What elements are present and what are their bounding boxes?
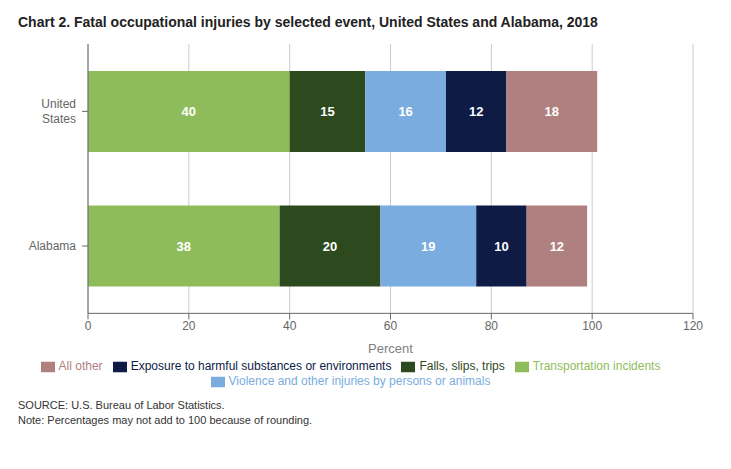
html-text:All other: All other	[58, 359, 103, 374]
svg-text:12: 12	[469, 104, 483, 119]
svg-text:80: 80	[485, 319, 499, 333]
html-text:SOURCE: U.S. Bureau of Labor S: SOURCE: U.S. Bureau of Labor Statistics.	[18, 399, 225, 411]
svg-text:Percent: Percent	[368, 341, 413, 356]
svg-text:12: 12	[550, 239, 564, 254]
svg-text:10: 10	[494, 239, 508, 254]
svg-text:120: 120	[683, 319, 703, 333]
svg-text:38: 38	[177, 239, 191, 254]
svg-text:40: 40	[182, 104, 196, 119]
html-text:Falls, slips, trips: Falls, slips, trips	[419, 359, 505, 374]
svg-text:Alabama: Alabama	[29, 239, 77, 253]
html-text:Violence and other injuries by: Violence and other injuries by persons o…	[228, 374, 491, 389]
svg-text:16: 16	[398, 104, 412, 119]
svg-text:18: 18	[545, 104, 559, 119]
html-text:Chart 2. Fatal occupational in: Chart 2. Fatal occupational injuries by …	[18, 14, 598, 30]
svg-text:20: 20	[323, 239, 337, 254]
html-text:Note: Percentages may not add: Note: Percentages may not add to 100 bec…	[18, 414, 313, 426]
svg-text:20: 20	[182, 319, 196, 333]
svg-text:60: 60	[384, 319, 398, 333]
svg-text:UnitedStates: UnitedStates	[41, 97, 76, 125]
svg-text:0: 0	[85, 319, 92, 333]
svg-text:15: 15	[320, 104, 334, 119]
html-text:Exposure to harmful substances: Exposure to harmful substances or enviro…	[130, 359, 392, 374]
svg-text:40: 40	[283, 319, 297, 333]
svg-text:19: 19	[421, 239, 435, 254]
html-text:Transportation incidents: Transportation incidents	[532, 359, 661, 374]
svg-text:100: 100	[582, 319, 602, 333]
